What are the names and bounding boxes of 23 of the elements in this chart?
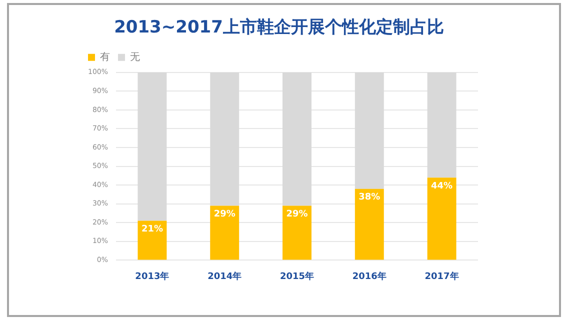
x-tick-label: 2017年: [424, 270, 459, 282]
bar: [427, 72, 456, 178]
data-label: 38%: [358, 192, 380, 203]
data-label: 29%: [214, 210, 236, 220]
chart-title: 2013~2017上市鞋企开展个性化定制占比: [114, 18, 444, 38]
bar: [138, 220, 167, 260]
x-tick-label: 2016年: [352, 270, 386, 282]
bar: [282, 206, 312, 260]
bar: [210, 72, 240, 206]
legend-label: 有: [100, 50, 110, 63]
x-tick-label: 2015年: [280, 270, 314, 282]
data-label: 44%: [431, 181, 453, 192]
bar: [210, 206, 240, 260]
data-label: 21%: [141, 224, 163, 235]
bar: [354, 188, 384, 260]
bar: [138, 72, 167, 221]
bar: [282, 72, 312, 206]
x-tick-label: 2014年: [208, 270, 242, 282]
legend-label: 无: [130, 52, 140, 63]
bar: [354, 72, 384, 189]
x-tick-label: 2013年: [135, 270, 170, 282]
bar: [427, 178, 456, 260]
data-label: 29%: [286, 210, 308, 220]
